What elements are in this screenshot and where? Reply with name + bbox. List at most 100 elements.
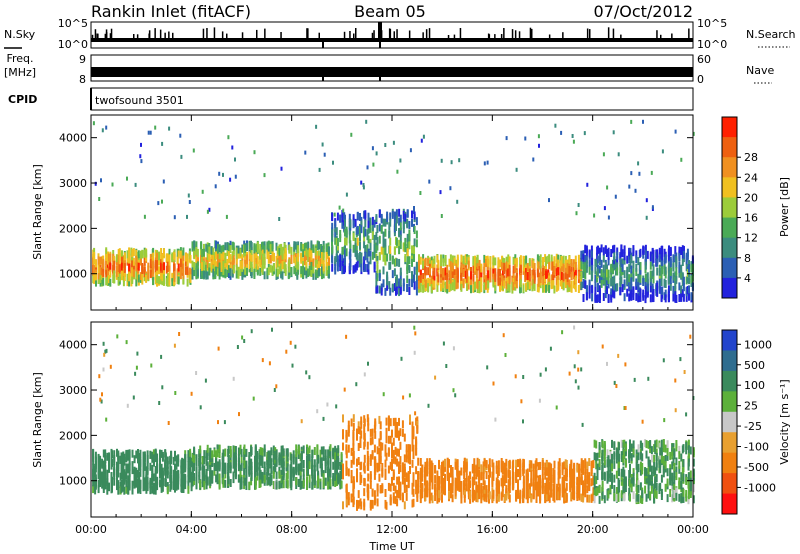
velocity-echo-cell (154, 448, 157, 457)
power-echo-cell (395, 237, 398, 246)
power-echo-cell (467, 281, 470, 290)
power-echo-cell (635, 263, 638, 272)
power-echo-cell (389, 246, 392, 254)
power-echo-cell (604, 276, 607, 285)
power-echo-cell (489, 267, 492, 276)
power-echo-cell (555, 276, 558, 285)
power-echo-cell (639, 248, 642, 257)
velocity-echo-cell (409, 444, 411, 453)
velocity-echo-cell (156, 453, 159, 462)
power-echo-cell (305, 270, 308, 279)
power-echo-cell (396, 169, 399, 174)
power-echo-cell (284, 248, 287, 256)
velocity-echo-cell (384, 448, 387, 457)
velocity-echo-cell (384, 459, 387, 468)
power-echo-cell (220, 268, 223, 277)
power-echo-cell (557, 259, 560, 268)
velocity-echo-cell (476, 484, 479, 493)
velocity-echo-cell (193, 477, 196, 486)
power-echo-cell (297, 261, 300, 270)
power-echo-cell (376, 260, 379, 269)
power-echo-cell (395, 215, 398, 224)
velocity-echo-cell (363, 424, 366, 433)
power-echo-cell (304, 150, 307, 155)
power-echo-cell (646, 250, 649, 259)
power-echo-cell (316, 259, 319, 268)
power-echo-cell (168, 257, 171, 266)
power-echo-cell (228, 253, 230, 261)
nsky-spike (94, 29, 97, 38)
velocity-echo-cell (256, 472, 259, 481)
power-echo-cell (131, 260, 134, 269)
velocity-echo-cell (229, 453, 232, 462)
power-echo-cell (528, 262, 531, 271)
power-echo-cell (596, 282, 599, 291)
velocity-echo-cell (337, 445, 340, 454)
power-echo-cell (201, 270, 204, 279)
velocity-echo-cell (143, 458, 146, 466)
velocity-echo-cell (285, 448, 288, 457)
power-echo-cell (568, 283, 571, 292)
velocity-echo-cell (347, 420, 350, 429)
power-echo-cell (389, 212, 392, 221)
power-echo-cell (620, 267, 623, 276)
velocity-echo-cell (405, 454, 408, 463)
velocity-echo-cell (177, 454, 180, 463)
velocity-echo-cell (275, 471, 278, 480)
power-echo-cell (440, 266, 442, 275)
velocity-echo-cell (412, 444, 415, 453)
power-echo-cell (117, 254, 120, 263)
power-echo-cell (334, 229, 337, 238)
power-echo-cell (639, 274, 642, 283)
velocity-echo-cell (371, 499, 374, 508)
velocity-echo-cell (401, 420, 404, 429)
velocity-echo-cell (319, 460, 322, 469)
power-echo-cell (241, 271, 244, 280)
power-echo-cell (542, 284, 545, 293)
velocity-echo-cell (401, 469, 404, 478)
velocity-echo-cell (181, 484, 184, 493)
velocity-echo-cell (229, 462, 232, 471)
power-echo-cell (494, 282, 497, 291)
power-echo-cell (526, 272, 529, 280)
velocity-echo-cell (218, 481, 221, 490)
power-echo-cell (427, 283, 430, 292)
velocity-echo-cell (229, 479, 232, 487)
power-echo-cell (349, 253, 352, 262)
power-echo-cell (485, 259, 487, 267)
power-echo-cell (507, 268, 510, 277)
power-echo-cell (526, 282, 529, 290)
power-echo-cell (344, 257, 346, 266)
power-echo-cell (99, 275, 102, 283)
power-echo-cell (656, 267, 659, 276)
velocity-echo-cell (387, 448, 390, 457)
power-echo-cell (446, 269, 449, 278)
nsky-spike (154, 28, 156, 38)
power-echo-cell (173, 215, 176, 220)
power-echo-cell (226, 248, 229, 257)
nsky-spike (612, 28, 615, 38)
power-echo-cell (364, 251, 367, 260)
power-echo-cell (577, 254, 580, 263)
power-echo-cell (321, 252, 323, 260)
velocity-echo-cell (182, 479, 185, 488)
velocity-echo-cell (297, 463, 300, 472)
power-echo-cell (341, 220, 344, 229)
power-echo-cell (222, 267, 225, 275)
power-echo-cell (552, 261, 555, 270)
power-echo-cell (583, 131, 586, 136)
velocity-echo-cell (320, 468, 323, 477)
velocity-echo-cell (396, 489, 399, 498)
velocity-echo-cell (245, 448, 248, 457)
power-echo-cell (532, 279, 535, 288)
power-echo-cell (367, 248, 370, 257)
velocity-echo-cell (97, 454, 100, 463)
velocity-echo-cell (360, 416, 363, 425)
velocity-echo-cell (201, 471, 204, 480)
power-echo-cell (585, 264, 588, 273)
power-echo-cell (455, 263, 458, 272)
power-echo-cell (202, 260, 205, 269)
power-echo-cell (149, 253, 152, 262)
power-echo-cell (485, 275, 487, 284)
power-echo-cell (402, 221, 405, 230)
